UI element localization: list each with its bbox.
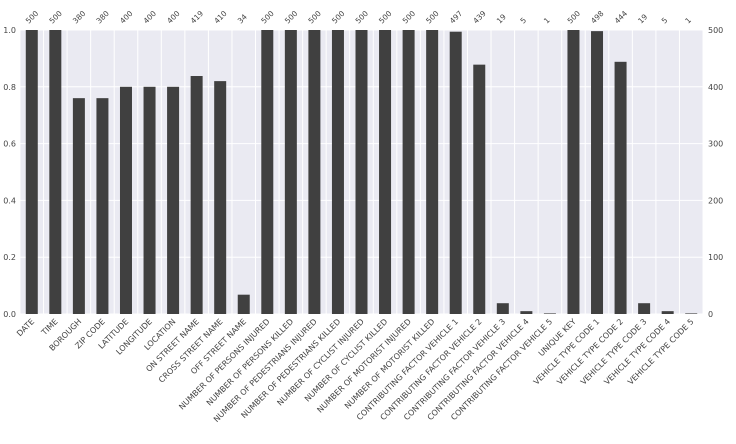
bar bbox=[591, 31, 604, 315]
bar-count-label: 380 bbox=[71, 9, 88, 26]
y-tick-right: 200 bbox=[708, 196, 723, 205]
x-tick-label: DATE bbox=[15, 317, 36, 338]
bar bbox=[331, 30, 344, 314]
bar-count-label: 400 bbox=[165, 9, 182, 26]
bar bbox=[261, 30, 274, 314]
bar-count-label: 500 bbox=[47, 9, 64, 26]
y-tick-right: 400 bbox=[708, 83, 723, 92]
bar-count-label: 500 bbox=[306, 9, 323, 26]
bar bbox=[308, 30, 321, 314]
bar bbox=[543, 313, 556, 314]
x-tick-label: TIME bbox=[39, 317, 60, 338]
bar-count-label: 439 bbox=[471, 9, 488, 26]
y-tick-left: 0.2 bbox=[3, 253, 16, 262]
y-tick-left: 0.4 bbox=[3, 196, 16, 205]
y-tick-right: 100 bbox=[708, 253, 723, 262]
bar bbox=[237, 294, 250, 314]
bar-count-label: 5 bbox=[660, 16, 670, 26]
bar-count-label: 500 bbox=[377, 9, 394, 26]
bar-count-label: 5 bbox=[518, 16, 528, 26]
bar bbox=[72, 98, 85, 314]
bar-count-label: 500 bbox=[330, 9, 347, 26]
bar bbox=[496, 303, 509, 314]
bar bbox=[167, 86, 180, 314]
bar-count-label: 19 bbox=[495, 12, 508, 25]
bar-count-label: 498 bbox=[589, 9, 606, 26]
y-tick-left: 0.0 bbox=[3, 310, 16, 319]
y-tick-left: 0.6 bbox=[3, 140, 16, 149]
bar bbox=[214, 81, 227, 315]
bar-count-label: 1 bbox=[542, 16, 552, 26]
bar bbox=[449, 31, 462, 314]
bar bbox=[638, 303, 651, 314]
bar bbox=[661, 311, 674, 314]
bar-count-label: 500 bbox=[354, 9, 371, 26]
y-tick-left: 1.0 bbox=[3, 26, 16, 35]
bar-count-label: 410 bbox=[212, 9, 229, 26]
bar-count-label: 500 bbox=[259, 9, 276, 26]
bar bbox=[426, 30, 439, 314]
bar-count-label: 400 bbox=[142, 9, 159, 26]
bar bbox=[190, 76, 203, 315]
bar bbox=[96, 98, 109, 314]
bar-count-label: 380 bbox=[94, 9, 111, 26]
bar bbox=[284, 30, 297, 314]
y-tick-right: 500 bbox=[708, 26, 723, 35]
bar-count-label: 34 bbox=[236, 12, 249, 25]
bar bbox=[567, 30, 580, 314]
bar-count-label: 19 bbox=[636, 12, 649, 25]
bar-count-label: 1 bbox=[683, 16, 693, 26]
bar bbox=[473, 64, 486, 314]
bar bbox=[402, 30, 415, 314]
bar bbox=[49, 30, 62, 314]
bar-count-label: 497 bbox=[448, 9, 465, 26]
bar-count-label: 400 bbox=[118, 9, 135, 26]
bar bbox=[379, 30, 392, 314]
bar-count-label: 500 bbox=[566, 9, 583, 26]
bar-count-label: 419 bbox=[189, 9, 206, 26]
bar bbox=[614, 61, 627, 314]
bar bbox=[520, 311, 533, 314]
bar-count-label: 500 bbox=[24, 9, 41, 26]
bar bbox=[119, 86, 132, 314]
y-tick-right: 300 bbox=[708, 140, 723, 149]
bar-count-label: 500 bbox=[424, 9, 441, 26]
bar bbox=[25, 30, 38, 314]
y-tick-left: 0.8 bbox=[3, 83, 16, 92]
bar-count-label: 444 bbox=[613, 9, 630, 26]
bar-count-label: 500 bbox=[283, 9, 300, 26]
bar bbox=[355, 30, 368, 314]
bar bbox=[685, 313, 698, 314]
y-tick-right: 0 bbox=[708, 310, 713, 319]
bar bbox=[143, 86, 156, 314]
bar-count-label: 500 bbox=[401, 9, 418, 26]
